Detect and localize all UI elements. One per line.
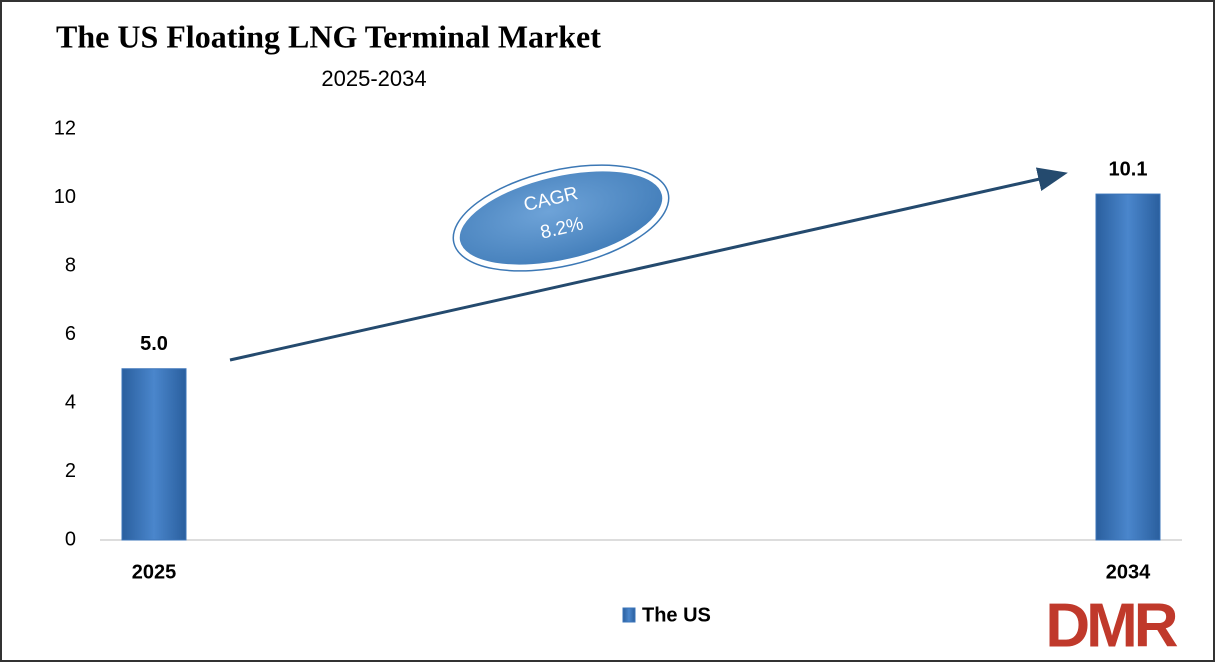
y-tick-label: 4 [65,391,76,413]
legend-swatch [622,607,636,623]
x-tick-label: 2025 [132,561,177,583]
y-tick-label: 12 [54,117,76,139]
bar [1095,193,1161,541]
y-tick-label: 0 [65,528,76,550]
chart-title: The US Floating LNG Terminal Market [56,18,601,54]
trend-arrow [229,167,1068,362]
y-tick-label: 2 [65,460,76,482]
y-tick-label: 6 [65,323,76,345]
cagr-ellipse-edge [452,164,670,272]
cagr-badge [452,164,670,272]
cagr-ellipse [454,166,668,270]
chart-subtitle: 2025-2034 [321,66,426,91]
bar [121,368,187,541]
legend-label: The US [642,604,711,626]
x-tick-label: 2034 [1106,561,1151,583]
logo: DMR [1045,591,1177,660]
value-label: 10.1 [1109,158,1148,180]
value-label: 5.0 [140,333,168,355]
y-tick-label: 8 [65,254,76,276]
y-tick-label: 10 [54,186,76,208]
